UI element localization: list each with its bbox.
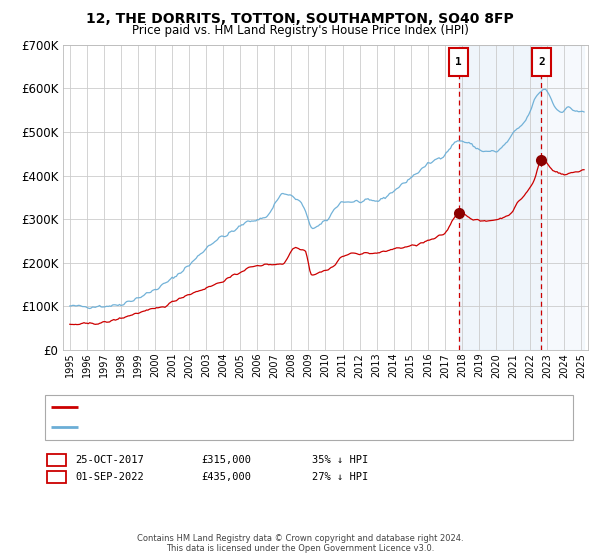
Text: This data is licensed under the Open Government Licence v3.0.: This data is licensed under the Open Gov…: [166, 544, 434, 553]
Text: £315,000: £315,000: [201, 455, 251, 465]
Text: 12, THE DORRITS, TOTTON, SOUTHAMPTON, SO40 8FP: 12, THE DORRITS, TOTTON, SOUTHAMPTON, SO…: [86, 12, 514, 26]
FancyBboxPatch shape: [532, 48, 551, 76]
Text: 12, THE DORRITS, TOTTON, SOUTHAMPTON, SO40 8FP (detached house): 12, THE DORRITS, TOTTON, SOUTHAMPTON, SO…: [84, 402, 463, 412]
FancyBboxPatch shape: [449, 48, 468, 76]
Text: 35% ↓ HPI: 35% ↓ HPI: [312, 455, 368, 465]
Text: 01-SEP-2022: 01-SEP-2022: [75, 472, 144, 482]
Text: Price paid vs. HM Land Registry's House Price Index (HPI): Price paid vs. HM Land Registry's House …: [131, 24, 469, 36]
Text: 2: 2: [538, 57, 545, 67]
Text: 1: 1: [455, 57, 462, 67]
Text: 1: 1: [53, 455, 59, 465]
Text: £435,000: £435,000: [201, 472, 251, 482]
Bar: [541, 45, 584, 350]
Text: HPI: Average price, detached house, New Forest: HPI: Average price, detached house, New …: [84, 422, 335, 432]
Text: 2: 2: [53, 472, 59, 482]
Bar: [459, 45, 541, 350]
Text: 25-OCT-2017: 25-OCT-2017: [75, 455, 144, 465]
Text: 27% ↓ HPI: 27% ↓ HPI: [312, 472, 368, 482]
Text: Contains HM Land Registry data © Crown copyright and database right 2024.: Contains HM Land Registry data © Crown c…: [137, 534, 463, 543]
